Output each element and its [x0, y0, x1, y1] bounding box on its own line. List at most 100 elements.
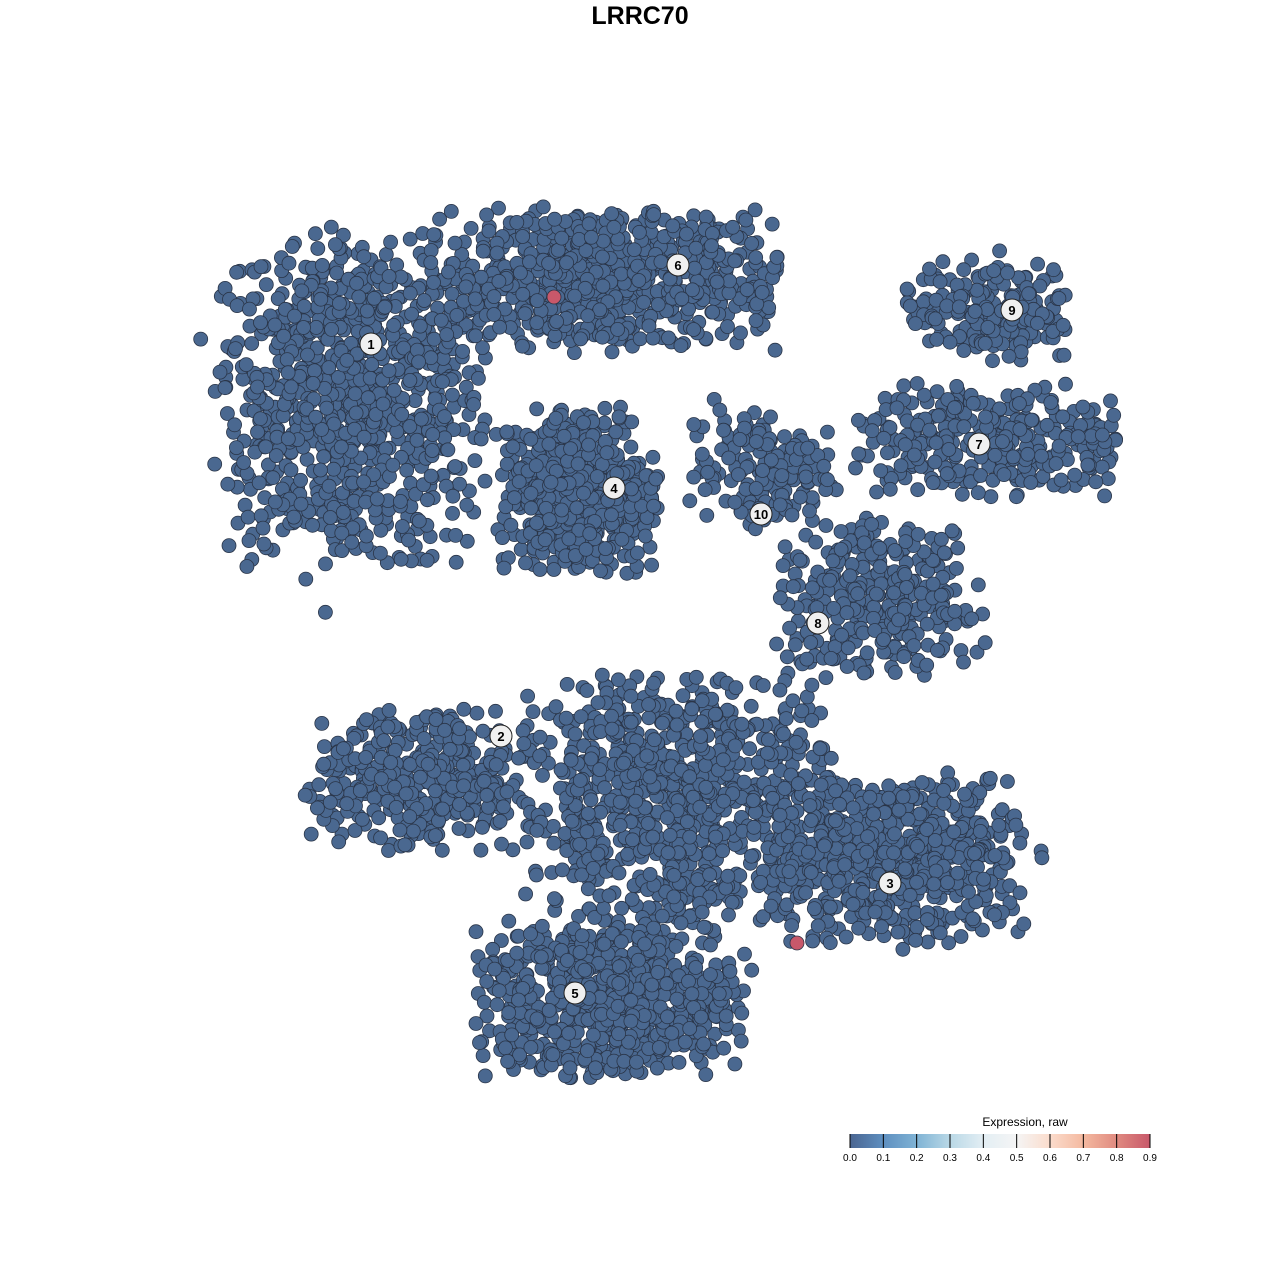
data-point	[891, 612, 906, 628]
data-point	[753, 875, 768, 890]
data-point	[914, 775, 930, 790]
data-point	[402, 809, 418, 824]
data-point	[1000, 774, 1015, 789]
data-point	[561, 531, 577, 547]
data-point	[228, 341, 243, 357]
data-point	[604, 206, 619, 222]
data-point	[1067, 467, 1083, 483]
data-point	[614, 900, 629, 916]
data-point	[1043, 395, 1059, 410]
data-point	[898, 534, 914, 549]
data-point	[401, 532, 417, 548]
data-point	[684, 701, 700, 717]
data-point	[803, 813, 819, 828]
data-point	[833, 524, 849, 539]
data-point	[305, 517, 320, 533]
data-point	[925, 475, 941, 491]
data-point	[810, 918, 826, 934]
data-point	[903, 298, 918, 314]
data-point	[308, 319, 324, 335]
data-point	[516, 736, 532, 751]
data-point	[932, 925, 948, 941]
data-point	[1080, 457, 1096, 473]
data-point	[859, 645, 875, 661]
data-point	[445, 488, 461, 504]
data-point	[872, 540, 888, 556]
data-point	[826, 601, 841, 616]
data-point	[709, 274, 725, 290]
data-point	[716, 422, 731, 438]
data-point	[754, 284, 770, 300]
data-point	[394, 406, 410, 422]
data-point	[378, 247, 394, 262]
data-point	[567, 726, 583, 742]
data-point	[744, 848, 759, 864]
data-point	[347, 386, 363, 402]
data-point	[787, 637, 803, 653]
data-point	[549, 314, 564, 329]
data-point	[686, 322, 701, 337]
data-point	[458, 279, 474, 295]
data-point	[326, 461, 342, 477]
data-point	[322, 794, 338, 810]
data-point	[286, 509, 302, 525]
data-point	[564, 813, 580, 829]
data-point	[1000, 265, 1015, 281]
data-point	[755, 463, 770, 478]
data-point	[364, 357, 380, 372]
data-point	[699, 508, 715, 523]
data-point	[326, 416, 342, 432]
data-point	[936, 783, 951, 798]
data-point	[604, 344, 620, 360]
data-point	[947, 400, 962, 416]
data-point	[772, 807, 788, 823]
data-point	[978, 409, 993, 425]
data-point	[569, 500, 585, 516]
data-point	[437, 722, 453, 738]
data-point	[238, 357, 254, 373]
data-point	[802, 798, 818, 813]
data-point	[653, 254, 669, 270]
data-point	[447, 459, 463, 474]
data-point	[725, 219, 741, 235]
data-point	[372, 545, 388, 561]
data-point	[780, 829, 796, 844]
data-point	[576, 415, 591, 431]
data-point	[642, 769, 658, 785]
data-point	[893, 458, 909, 474]
data-point	[869, 484, 884, 500]
data-point	[423, 468, 439, 484]
data-point	[515, 338, 530, 354]
data-point	[715, 843, 730, 859]
data-point	[576, 485, 591, 501]
data-point	[456, 778, 472, 794]
data-point	[503, 517, 519, 533]
data-point	[518, 886, 533, 902]
data-point	[640, 816, 656, 831]
data-point	[965, 911, 981, 927]
data-point	[818, 518, 834, 533]
data-point	[910, 527, 926, 542]
data-point	[778, 711, 794, 726]
data-point	[970, 577, 986, 593]
data-point	[1106, 407, 1122, 423]
data-point	[816, 458, 832, 474]
data-point	[956, 262, 972, 278]
data-point	[977, 335, 993, 351]
data-point	[535, 199, 551, 215]
data-point	[1012, 885, 1028, 901]
data-point	[832, 796, 847, 812]
data-point	[329, 265, 345, 281]
data-point	[321, 478, 337, 494]
data-point	[572, 773, 588, 788]
data-point	[495, 799, 511, 815]
data-point	[908, 316, 923, 332]
data-point	[335, 505, 351, 520]
data-point	[241, 533, 257, 548]
data-point	[734, 716, 750, 732]
data-point	[547, 891, 562, 906]
data-point	[310, 241, 326, 256]
data-point	[919, 657, 935, 673]
data-point	[639, 748, 655, 764]
data-point	[583, 229, 599, 245]
